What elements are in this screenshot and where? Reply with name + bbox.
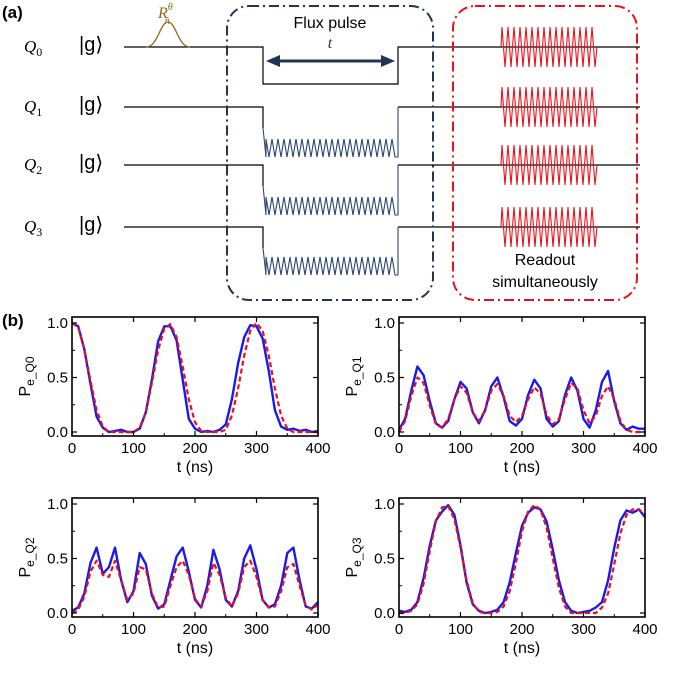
qubit-states: |g⟩ |g⟩ |g⟩ |g⟩ — [79, 34, 103, 236]
x-tick-label: 200 — [509, 440, 534, 457]
y-tick-label: 1.0 — [47, 496, 68, 513]
panel-a-label: (a) — [2, 3, 23, 22]
readout-box — [452, 5, 638, 301]
arrow-head-left — [266, 55, 280, 67]
x-tick-label: 400 — [632, 440, 657, 457]
qubit-label-q0: Q0 — [24, 37, 42, 59]
series-data-line — [71, 321, 319, 434]
x-tick-label: 200 — [182, 621, 207, 638]
qubit-label-q1: Q1 — [24, 97, 42, 119]
flux-pulse-t-label: t — [328, 35, 333, 52]
wire-q3 — [124, 226, 640, 248]
qubit-label-q2: Q2 — [24, 155, 42, 177]
x-tick-label: 300 — [571, 621, 596, 638]
chart-2: 0 100 200 300 400 0.0 0.5 1.0 t (ns) Pe_Q2 — [17, 496, 331, 657]
readout-label-line2: simultaneously — [492, 274, 598, 291]
x-tick-label: 400 — [305, 621, 330, 638]
y-tick-label: 0.0 — [47, 605, 68, 622]
state-ket-q0: |g⟩ — [79, 34, 103, 56]
y-axis-label: Pe_Q3 — [344, 537, 364, 577]
x-tick-label: 300 — [244, 621, 269, 638]
readout-label-line1: Readout — [515, 252, 576, 269]
chart-0: 0 100 200 300 400 0.0 0.5 1.0 t (ns) Pe_Q0 — [17, 315, 331, 476]
readout-pulses — [500, 26, 598, 248]
charts: 0 100 200 300 400 0.0 0.5 1.0 t (ns) Pe_Q0 0 100 200… — [17, 315, 658, 657]
y-tick-label: 0.5 — [374, 370, 395, 387]
wire-q2 — [124, 164, 640, 186]
y-tick-label: 0.5 — [374, 551, 395, 568]
series-fit-line — [399, 504, 646, 615]
chart-3: 0 100 200 300 400 0.0 0.5 1.0 t (ns) Pe_Q3 — [344, 496, 658, 657]
x-tick-label: 0 — [395, 621, 403, 638]
flux-pulse-title: Flux pulse — [294, 15, 367, 32]
readout-pulse-q3 — [500, 206, 598, 248]
flux-oscillations — [262, 107, 399, 276]
qubit-label-q3: Q3 — [24, 217, 42, 239]
rotation-pulse-icon — [145, 21, 191, 48]
x-axis-label: t (ns) — [177, 640, 213, 657]
y-tick-label: 0.5 — [47, 551, 68, 568]
x-tick-label: 0 — [68, 621, 76, 638]
x-axis-label: t (ns) — [177, 459, 213, 476]
panel-b-label: (b) — [2, 311, 24, 330]
readout-pulse-q0 — [500, 26, 598, 68]
flux-oscillation-q3 — [262, 227, 399, 276]
x-tick-label: 100 — [121, 621, 146, 638]
state-ket-q3: |g⟩ — [79, 214, 103, 236]
series-fit-line — [71, 321, 318, 434]
flux-oscillation-q2 — [262, 165, 399, 216]
y-tick-label: 1.0 — [374, 496, 395, 513]
y-axis-label: Pe_Q1 — [344, 356, 364, 396]
series-fit-line — [398, 376, 645, 434]
readout-pulse-q2 — [500, 144, 598, 186]
chart-1: 0 100 200 300 400 0.0 0.5 1.0 t (ns) Pe_Q1 — [344, 315, 658, 476]
x-tick-label: 0 — [395, 440, 403, 457]
x-tick-label: 300 — [244, 440, 269, 457]
y-tick-label: 0.0 — [374, 605, 395, 622]
y-tick-label: 1.0 — [47, 315, 68, 332]
qubit-labels: Q0 Q1 Q2 Q3 — [24, 37, 42, 239]
x-axis-label: t (ns) — [504, 459, 540, 476]
series-data-line — [397, 365, 645, 431]
series-data-line — [71, 544, 319, 612]
x-tick-label: 100 — [121, 440, 146, 457]
flux-pulse-box — [226, 5, 434, 301]
y-tick-label: 0.5 — [47, 370, 68, 387]
y-tick-label: 1.0 — [374, 315, 395, 332]
x-axis-label: t (ns) — [504, 640, 540, 657]
y-tick-label: 0.0 — [47, 424, 68, 441]
state-ket-q2: |g⟩ — [79, 152, 103, 174]
y-axis-label: Pe_Q0 — [17, 356, 37, 396]
wire-q1 — [124, 106, 640, 128]
x-tick-label: 100 — [448, 621, 473, 638]
x-tick-label: 400 — [305, 440, 330, 457]
flux-oscillation-q1 — [262, 107, 399, 158]
plot-frame — [398, 497, 646, 618]
x-tick-label: 300 — [571, 440, 596, 457]
x-tick-label: 200 — [182, 440, 207, 457]
x-tick-label: 400 — [632, 621, 657, 638]
x-tick-label: 200 — [509, 621, 534, 638]
state-ket-q1: |g⟩ — [79, 94, 103, 116]
rotation-label: Rθ n̂ — [157, 2, 173, 27]
wire-q0 — [124, 46, 640, 85]
duration-arrow — [266, 55, 395, 67]
y-tick-label: 0.0 — [374, 424, 395, 441]
x-tick-label: 100 — [448, 440, 473, 457]
readout-pulse-q1 — [500, 86, 598, 128]
x-tick-label: 0 — [68, 440, 76, 457]
y-axis-label: Pe_Q2 — [17, 537, 37, 577]
arrow-head-right — [381, 55, 395, 67]
